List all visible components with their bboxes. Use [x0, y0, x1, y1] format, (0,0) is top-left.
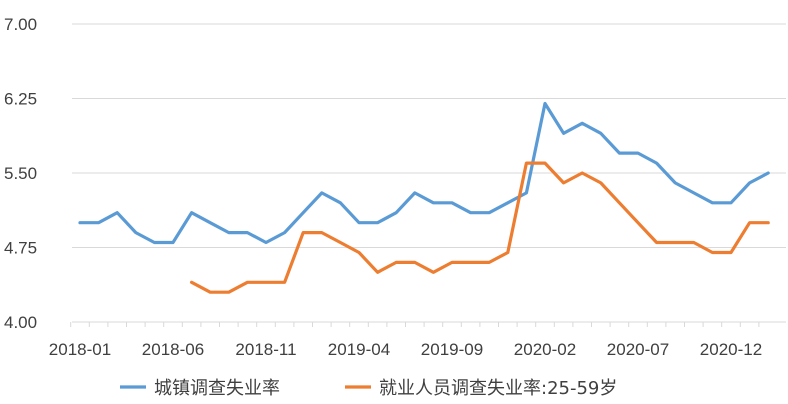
series-lines [78, 101, 770, 294]
x-tick-label: 2020-07 [607, 340, 669, 359]
x-tick-label: 2018-11 [235, 340, 296, 359]
series-line-2 [190, 161, 770, 294]
series-line-1 [78, 101, 770, 245]
legend-label: 就业人员调查失业率:25-59岁 [379, 378, 617, 399]
x-tick-label: 2019-09 [421, 340, 483, 359]
grid-lines [72, 23, 786, 248]
x-tick-label: 2020-02 [514, 340, 576, 359]
x-axis-ticks: 2018-01 2018-06 2018-11 2019-04 2019-09 2020-… [49, 340, 762, 359]
y-tick-label: 6.25 [4, 90, 37, 109]
y-axis-ticks: 4.00 4.75 5.50 6.25 7.00 [4, 15, 37, 332]
x-tick-label: 2019-04 [328, 340, 390, 359]
x-tick-label: 2018-01 [49, 340, 111, 359]
y-tick-label: 7.00 [4, 15, 37, 34]
legend-label: 城镇调查失业率 [154, 378, 280, 399]
x-tick-label: 2020-12 [700, 340, 762, 359]
x-axis-tick-marks [70, 322, 760, 327]
x-tick-label: 2018-06 [142, 340, 204, 359]
y-tick-label: 5.50 [4, 164, 37, 183]
legend: 城镇调查失业率 就业人员调查失业率:25-59岁 [120, 378, 617, 399]
y-tick-label: 4.00 [4, 313, 37, 332]
y-tick-label: 4.75 [4, 239, 37, 258]
